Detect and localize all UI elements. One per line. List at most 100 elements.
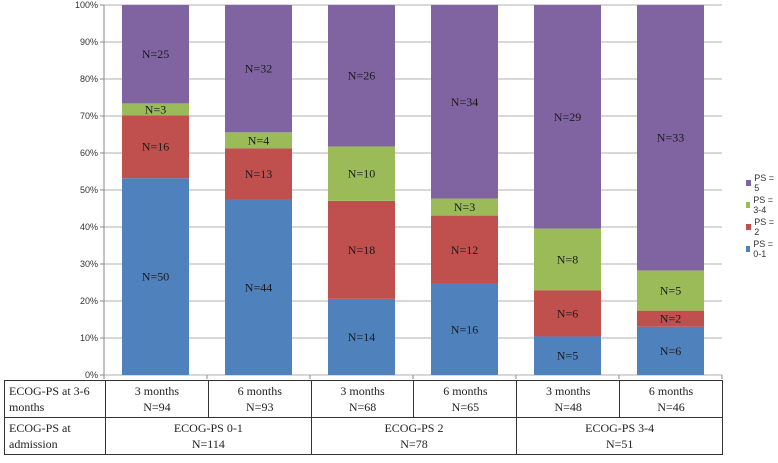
bar-segment (431, 5, 498, 199)
bar-segment (122, 103, 189, 116)
bar-segment (225, 5, 292, 133)
data-label: N=8 (557, 252, 578, 266)
table-row-followup: ECOG-PS at 3-6 months 3 months N=94 6 mon… (4, 380, 723, 418)
data-label: N=4 (248, 133, 269, 147)
table-cell: ECOG-PS 2 N=78 (310, 417, 518, 455)
legend-label: PS = 2 (754, 217, 774, 237)
legend-swatch (746, 180, 752, 186)
data-label: N=3 (454, 200, 475, 214)
bar-segment (534, 336, 601, 375)
data-label: N=16 (451, 322, 478, 336)
data-label: N=2 (660, 312, 681, 326)
table-cell: 6 months N=65 (413, 380, 518, 418)
period: 3 months (134, 384, 180, 398)
y-tick-label: 10% (80, 333, 98, 343)
table-row-admission: ECOG-PS at admission ECOG-PS 0-1 N=114 EC… (4, 417, 723, 455)
period: 3 months (546, 384, 591, 398)
data-label: N=13 (245, 167, 272, 181)
period: 6 months (648, 384, 694, 398)
bar-segment (431, 283, 498, 375)
legend-swatch (746, 224, 752, 230)
data-label: N=26 (348, 69, 375, 83)
legend-swatch (746, 246, 751, 252)
count: N=93 (246, 400, 274, 414)
count: N=48 (554, 400, 582, 414)
legend-swatch (746, 202, 751, 208)
period: 3 months (340, 384, 385, 398)
data-label: N=16 (142, 140, 169, 154)
count: N=46 (657, 400, 685, 414)
bar-segment (534, 5, 601, 229)
data-label: N=6 (557, 306, 578, 320)
data-label: N=3 (145, 102, 166, 116)
legend: PS = 5 PS = 3-4 PS = 2 PS = 0-1 (746, 172, 778, 260)
legend-label: PS = 3-4 (753, 195, 773, 215)
data-label: N=25 (142, 47, 169, 61)
count: N=114 (191, 437, 225, 451)
y-tick-label: 20% (80, 296, 98, 306)
legend-item: PS = 3-4 (746, 194, 778, 216)
data-label: N=34 (451, 95, 478, 109)
bar-segment (225, 148, 292, 200)
group: ECOG-PS 2 (384, 421, 444, 435)
y-tick-label: 30% (80, 259, 98, 269)
count: N=94 (143, 400, 171, 414)
data-label: N=18 (348, 243, 375, 257)
data-label: N=6 (660, 344, 681, 358)
bar-segment (328, 146, 395, 201)
table-cell: 3 months N=68 (310, 380, 415, 418)
count: N=65 (451, 400, 480, 414)
bar-segment (225, 132, 292, 149)
table-cell: 6 months N=93 (207, 380, 312, 418)
legend-item: PS = 5 (746, 172, 778, 194)
data-label: N=5 (660, 284, 681, 298)
data-label: N=10 (348, 167, 375, 181)
bar-segment (534, 290, 601, 337)
legend-item: PS = 0-1 (746, 238, 778, 260)
count: N=68 (348, 400, 377, 414)
legend-item: PS = 2 (746, 216, 778, 238)
bar-segment (637, 326, 704, 375)
bar-segment (534, 228, 601, 291)
table-cell: 3 months N=94 (105, 380, 209, 418)
data-label: N=44 (245, 280, 272, 294)
bar-segment (122, 178, 189, 375)
row-header: ECOG-PS at admission (4, 417, 106, 455)
bar-segment (637, 5, 704, 271)
bar-segment (637, 270, 704, 311)
legend-label: PS = 5 (754, 173, 774, 193)
bar-segment (122, 115, 189, 179)
count: N=51 (605, 437, 634, 451)
period: 6 months (443, 384, 488, 398)
group: ECOG-PS 0-1 (173, 421, 243, 435)
bar-segment (328, 5, 395, 147)
table-cell: 6 months N=46 (619, 380, 723, 418)
data-label: N=50 (142, 270, 169, 284)
count: N=78 (400, 437, 428, 451)
y-tick-label: 100% (75, 0, 98, 10)
bar-segment (225, 199, 292, 375)
data-label: N=32 (245, 62, 272, 76)
bar-segment (637, 310, 704, 327)
data-label: N=12 (451, 243, 478, 257)
y-tick-label: 0% (85, 370, 98, 380)
y-tick-label: 50% (80, 185, 98, 195)
y-tick-label: 70% (80, 111, 98, 121)
stacked-bar-chart: 0% 10% 20% 30% 40% 50% 60% 70% 80% 90% 100% N=50 N=1… (75, 0, 723, 380)
data-label: N=29 (554, 110, 581, 124)
data-label: N=33 (657, 131, 684, 145)
group: ECOG-PS 3-4 (585, 421, 655, 435)
y-tick-label: 60% (80, 148, 98, 158)
table-cell: 3 months N=48 (516, 380, 621, 418)
bar-segment (431, 198, 498, 216)
group-table: ECOG-PS at 3-6 months 3 months N=94 6 mon… (4, 380, 723, 455)
bar-segment (328, 200, 395, 299)
y-tick-label: 80% (80, 74, 98, 84)
y-tick-label: 90% (80, 37, 98, 47)
period: 6 months (237, 384, 282, 398)
data-label: N=14 (348, 330, 375, 344)
data-label: N=5 (557, 349, 578, 363)
row-header: ECOG-PS at 3-6 months (4, 380, 106, 418)
bar-segment (328, 298, 395, 375)
bar-segment (431, 215, 498, 284)
